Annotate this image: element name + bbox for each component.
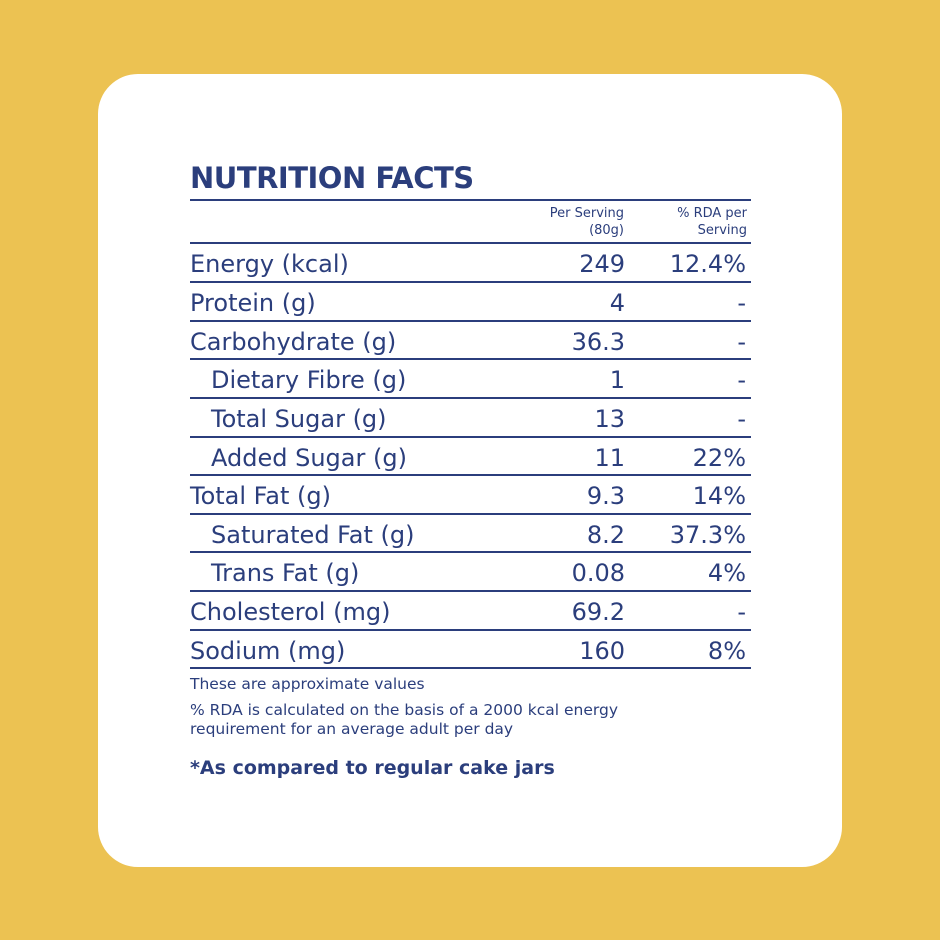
- nutrition-card: [98, 74, 842, 867]
- row-divider: [190, 590, 751, 592]
- nutrient-label: Protein (g): [190, 289, 316, 317]
- nutrient-label: Trans Fat (g): [211, 559, 360, 587]
- nutrient-label: Added Sugar (g): [211, 444, 407, 472]
- column-header-rda-line2: Serving: [697, 223, 747, 238]
- nutrient-row-trans-fat: Trans Fat (g) 0.08 4%: [190, 552, 751, 590]
- nutrient-value: 4: [609, 289, 625, 317]
- nutrient-label: Saturated Fat (g): [211, 521, 415, 549]
- row-divider: [190, 551, 751, 553]
- nutrient-value: 36.3: [571, 328, 625, 356]
- column-header-rda: % RDA per Serving: [677, 205, 747, 239]
- comparison-footnote: *As compared to regular cake jars: [190, 757, 555, 779]
- row-divider: [190, 320, 751, 322]
- nutrient-value: 11: [594, 444, 625, 472]
- row-divider: [190, 397, 751, 399]
- nutrient-value: 160: [579, 637, 625, 665]
- nutrient-row-dietary-fibre: Dietary Fibre (g) 1 -: [190, 359, 751, 397]
- nutrient-value: 13: [594, 405, 625, 433]
- nutrient-row-saturated-fat: Saturated Fat (g) 8.2 37.3%: [190, 514, 751, 552]
- nutrient-rda: 4%: [707, 559, 746, 587]
- nutrient-label: Cholesterol (mg): [190, 598, 391, 626]
- nutrient-rda: 22%: [692, 444, 746, 472]
- nutrient-rda: -: [737, 598, 746, 626]
- nutrient-rda: -: [737, 405, 746, 433]
- row-divider: [190, 629, 751, 631]
- title-rule: [190, 199, 751, 201]
- nutrient-row-added-sugar: Added Sugar (g) 11 22%: [190, 437, 751, 475]
- nutrient-row-sodium: Sodium (mg) 160 8%: [190, 630, 751, 668]
- nutrient-row-total-sugar: Total Sugar (g) 13 -: [190, 398, 751, 436]
- nutrient-rda: 8%: [707, 637, 746, 665]
- header-rule: [190, 242, 751, 244]
- column-header-per-serving: Per Serving (80g): [550, 205, 624, 239]
- nutrient-label: Total Sugar (g): [211, 405, 387, 433]
- nutrient-rda: 12.4%: [669, 250, 746, 278]
- nutrition-title: NUTRITION FACTS: [190, 161, 474, 195]
- nutrient-rda: 14%: [692, 482, 746, 510]
- nutrient-value: 0.08: [571, 559, 625, 587]
- nutrient-rda: 37.3%: [669, 521, 746, 549]
- nutrient-rda: -: [737, 366, 746, 394]
- nutrient-row-cholesterol: Cholesterol (mg) 69.2 -: [190, 591, 751, 629]
- row-divider: [190, 358, 751, 360]
- row-divider: [190, 281, 751, 283]
- nutrient-row-carbohydrate: Carbohydrate (g) 36.3 -: [190, 321, 751, 359]
- approximate-values-note: These are approximate values: [190, 675, 425, 693]
- nutrient-value: 69.2: [571, 598, 625, 626]
- nutrient-label: Energy (kcal): [190, 250, 349, 278]
- nutrient-row-energy: Energy (kcal) 249 12.4%: [190, 243, 751, 281]
- nutrient-rda: -: [737, 289, 746, 317]
- nutrient-value: 1: [609, 366, 625, 394]
- nutrient-value: 8.2: [586, 521, 625, 549]
- nutrient-label: Carbohydrate (g): [190, 328, 397, 356]
- row-divider: [190, 436, 751, 438]
- nutrient-row-total-fat: Total Fat (g) 9.3 14%: [190, 475, 751, 513]
- rda-note-line1: % RDA is calculated on the basis of a 20…: [190, 701, 619, 719]
- row-divider: [190, 513, 751, 515]
- nutrient-row-protein: Protein (g) 4 -: [190, 282, 751, 320]
- column-header-per-serving-line1: Per Serving: [549, 206, 624, 221]
- nutrient-value: 9.3: [586, 482, 625, 510]
- nutrient-rda: -: [737, 328, 746, 356]
- column-header-per-serving-line2: (80g): [589, 223, 624, 238]
- nutrient-value: 249: [579, 250, 625, 278]
- nutrient-label: Dietary Fibre (g): [211, 366, 407, 394]
- rda-note-line2: requirement for an average adult per day: [190, 720, 514, 738]
- nutrient-label: Sodium (mg): [190, 637, 346, 665]
- nutrient-label: Total Fat (g): [190, 482, 331, 510]
- table-bottom-rule: [190, 667, 751, 669]
- column-header-rda-line1: % RDA per: [677, 206, 747, 221]
- row-divider: [190, 474, 751, 476]
